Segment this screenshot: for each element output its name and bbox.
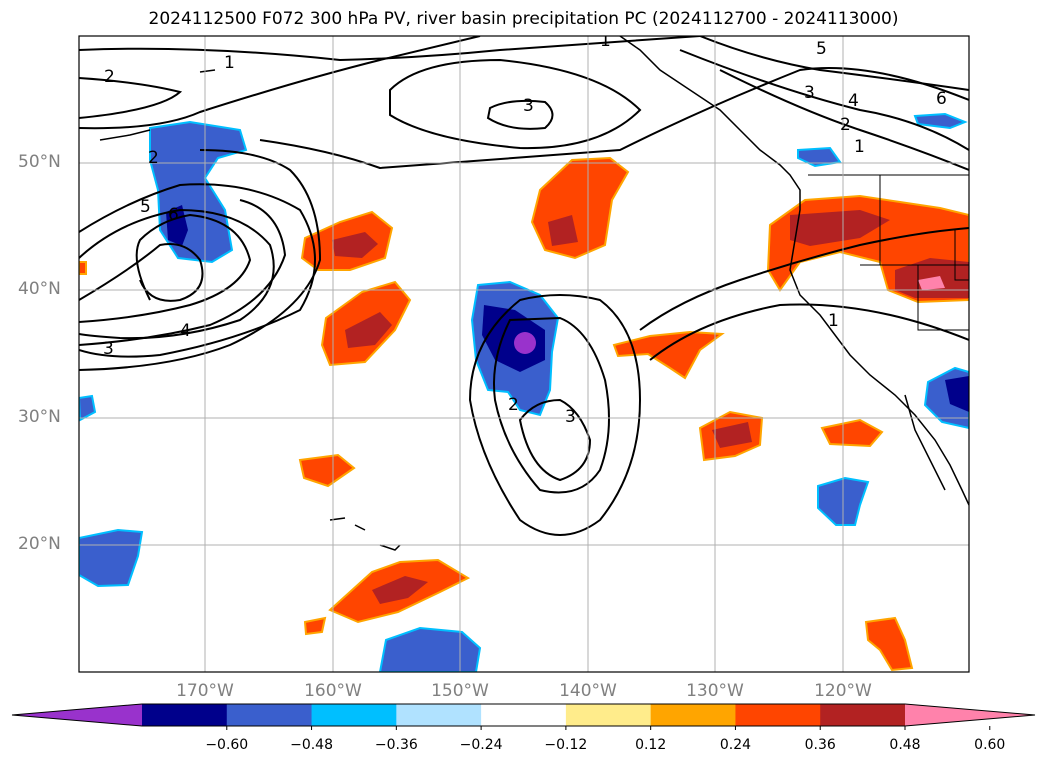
svg-text:6: 6 bbox=[168, 205, 179, 225]
svg-text:2: 2 bbox=[148, 148, 159, 168]
neg-core-aleutian bbox=[166, 205, 188, 246]
neg-blob-aleutian bbox=[149, 120, 248, 264]
colorbar-extend-min bbox=[12, 704, 142, 726]
colorbar-tick-label: 0.36 bbox=[804, 737, 836, 753]
pos-core-1 bbox=[332, 232, 378, 258]
lat-label-20n: 20°N bbox=[18, 534, 61, 554]
svg-text:3: 3 bbox=[103, 339, 114, 359]
svg-text:2: 2 bbox=[104, 67, 115, 87]
svg-text:3: 3 bbox=[565, 407, 576, 427]
colorbar-segment bbox=[481, 704, 567, 726]
neg-blob-sw bbox=[79, 528, 144, 588]
neg-peak-central bbox=[514, 332, 536, 354]
svg-text:1: 1 bbox=[828, 311, 839, 331]
colorbar-segment bbox=[142, 704, 228, 726]
svg-text:3: 3 bbox=[523, 96, 534, 116]
map-frame bbox=[78, 35, 970, 673]
colorbar-segment bbox=[396, 704, 482, 726]
pv-contours bbox=[79, 36, 969, 536]
neg-blob-small1 bbox=[79, 394, 97, 422]
neg-blob-south bbox=[378, 626, 482, 672]
svg-text:1: 1 bbox=[600, 31, 611, 51]
pos-core-8 bbox=[712, 422, 752, 448]
colorbar-tick-label: −0.36 bbox=[374, 737, 418, 753]
lon-label-140w: 140°W bbox=[559, 681, 617, 701]
colorbar-outline bbox=[11, 703, 1036, 727]
neg-core-westcoast bbox=[945, 376, 969, 412]
lat-label-30n: 30°N bbox=[18, 407, 61, 427]
pos-blob-13 bbox=[864, 616, 914, 672]
pos-blob-9 bbox=[820, 418, 884, 448]
colorbar-segment bbox=[565, 704, 652, 726]
colorbar-tick-label: 0.24 bbox=[719, 737, 752, 753]
svg-text:5: 5 bbox=[816, 39, 827, 59]
pos-blob-12 bbox=[303, 616, 327, 636]
colorbar-segment bbox=[735, 704, 821, 726]
pos-blob-10 bbox=[298, 453, 356, 488]
colorbar-tick-label: −0.60 bbox=[205, 737, 249, 753]
lat-label-50n: 50°N bbox=[18, 152, 61, 172]
pos-blob-14 bbox=[79, 261, 87, 275]
lon-label-150w: 150°W bbox=[431, 681, 489, 701]
colorbar-tick-label: −0.24 bbox=[459, 737, 503, 753]
precip-shading bbox=[79, 112, 969, 672]
svg-text:1: 1 bbox=[224, 53, 235, 73]
pos-blob-7 bbox=[612, 330, 725, 380]
colorbar-segment bbox=[650, 704, 736, 726]
pos-core-3 bbox=[548, 215, 578, 246]
svg-text:1: 1 bbox=[854, 137, 865, 157]
lon-label-120w: 120°W bbox=[814, 681, 872, 701]
neg-blob-gulf bbox=[797, 146, 842, 168]
colorbar-segment bbox=[311, 704, 397, 726]
lon-label-130w: 130°W bbox=[686, 681, 744, 701]
colorbar-segment bbox=[226, 704, 313, 726]
lon-label-170w: 170°W bbox=[176, 681, 234, 701]
colorbar-segment bbox=[820, 704, 906, 726]
svg-text:4: 4 bbox=[848, 91, 859, 111]
colorbar-tick-label: 0.12 bbox=[635, 737, 667, 753]
pos-core-11 bbox=[372, 576, 428, 604]
lat-label-40n: 40°N bbox=[18, 279, 61, 299]
contour-labels: 1 2 2 5 6 4 3 3 1 5 3 4 2 1 6 1 2 3 bbox=[103, 31, 947, 427]
pos-core-4 bbox=[790, 210, 890, 246]
colorbar-tick-label: −0.48 bbox=[290, 737, 333, 753]
svg-text:5: 5 bbox=[140, 197, 151, 217]
pos-core-6 bbox=[918, 276, 945, 290]
gridlines bbox=[79, 36, 969, 672]
colorbar-tick-label: 0.48 bbox=[889, 737, 921, 753]
map-title: 2024112500 F072 300 hPa PV, river basin … bbox=[148, 9, 899, 29]
svg-text:2: 2 bbox=[840, 115, 851, 135]
colorbar-tick-label: −0.12 bbox=[544, 737, 588, 753]
colorbar-extend-max bbox=[905, 704, 1035, 726]
neg-blob-ne bbox=[913, 112, 968, 130]
svg-text:3: 3 bbox=[804, 83, 815, 103]
svg-text:4: 4 bbox=[180, 321, 191, 341]
pos-blob-3 bbox=[530, 156, 630, 260]
borders bbox=[808, 174, 969, 331]
svg-text:6: 6 bbox=[936, 89, 947, 109]
pos-core-2 bbox=[345, 312, 392, 348]
colorbar-tick-label: 0.60 bbox=[974, 737, 1006, 753]
lon-label-160w: 160°W bbox=[304, 681, 362, 701]
colorbar bbox=[11, 703, 1036, 730]
svg-text:2: 2 bbox=[508, 395, 519, 415]
